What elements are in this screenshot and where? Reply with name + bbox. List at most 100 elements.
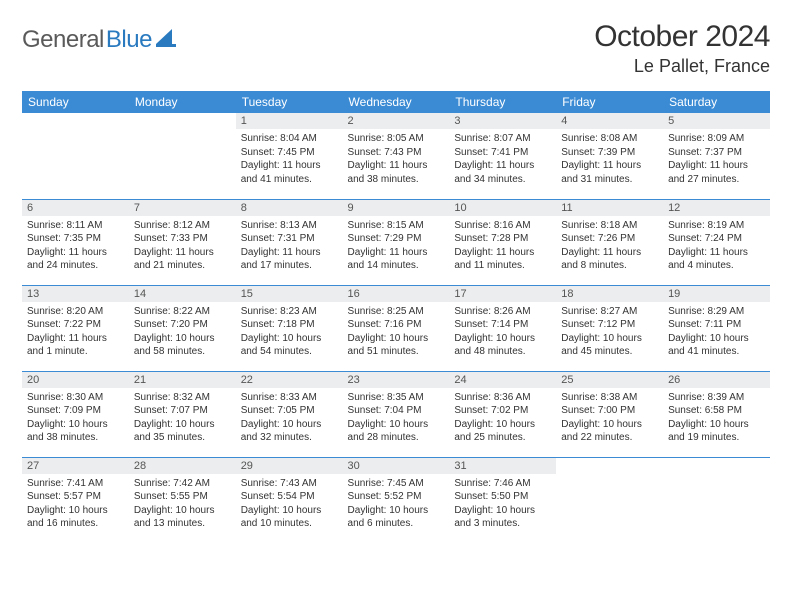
daylight-text: Daylight: 10 hours and 41 minutes. — [668, 332, 765, 359]
sunset-text: Sunset: 7:43 PM — [348, 146, 445, 160]
sunrise-text: Sunrise: 8:20 AM — [27, 305, 124, 319]
day-number: 19 — [663, 286, 770, 302]
day-number: 17 — [449, 286, 556, 302]
calendar-cell: 23Sunrise: 8:35 AMSunset: 7:04 PMDayligh… — [343, 371, 450, 457]
day-body: Sunrise: 8:32 AMSunset: 7:07 PMDaylight:… — [129, 388, 236, 449]
col-monday: Monday — [129, 91, 236, 113]
calendar-table: Sunday Monday Tuesday Wednesday Thursday… — [22, 91, 770, 543]
sunset-text: Sunset: 5:54 PM — [241, 490, 338, 504]
day-body: Sunrise: 8:07 AMSunset: 7:41 PMDaylight:… — [449, 129, 556, 190]
calendar-cell: 15Sunrise: 8:23 AMSunset: 7:18 PMDayligh… — [236, 285, 343, 371]
daylight-text: Daylight: 10 hours and 51 minutes. — [348, 332, 445, 359]
daylight-text: Daylight: 10 hours and 10 minutes. — [241, 504, 338, 531]
daylight-text: Daylight: 11 hours and 24 minutes. — [27, 246, 124, 273]
col-friday: Friday — [556, 91, 663, 113]
sunrise-text: Sunrise: 7:42 AM — [134, 477, 231, 491]
sunset-text: Sunset: 7:35 PM — [27, 232, 124, 246]
location: Le Pallet, France — [594, 56, 770, 77]
day-number: 3 — [449, 113, 556, 129]
daylight-text: Daylight: 10 hours and 16 minutes. — [27, 504, 124, 531]
sunset-text: Sunset: 7:24 PM — [668, 232, 765, 246]
day-number: 2 — [343, 113, 450, 129]
day-body: Sunrise: 8:20 AMSunset: 7:22 PMDaylight:… — [22, 302, 129, 363]
day-body: Sunrise: 8:35 AMSunset: 7:04 PMDaylight:… — [343, 388, 450, 449]
sunset-text: Sunset: 7:29 PM — [348, 232, 445, 246]
sunset-text: Sunset: 7:02 PM — [454, 404, 551, 418]
day-number: 21 — [129, 372, 236, 388]
sunset-text: Sunset: 7:28 PM — [454, 232, 551, 246]
daylight-text: Daylight: 10 hours and 13 minutes. — [134, 504, 231, 531]
calendar-row: 27Sunrise: 7:41 AMSunset: 5:57 PMDayligh… — [22, 457, 770, 543]
sunrise-text: Sunrise: 8:08 AM — [561, 132, 658, 146]
calendar-row: 1Sunrise: 8:04 AMSunset: 7:45 PMDaylight… — [22, 113, 770, 199]
day-body: Sunrise: 8:11 AMSunset: 7:35 PMDaylight:… — [22, 216, 129, 277]
sunset-text: Sunset: 7:05 PM — [241, 404, 338, 418]
sunrise-text: Sunrise: 8:35 AM — [348, 391, 445, 405]
day-body: Sunrise: 8:16 AMSunset: 7:28 PMDaylight:… — [449, 216, 556, 277]
day-number: 24 — [449, 372, 556, 388]
calendar-cell: 18Sunrise: 8:27 AMSunset: 7:12 PMDayligh… — [556, 285, 663, 371]
sunset-text: Sunset: 7:39 PM — [561, 146, 658, 160]
daylight-text: Daylight: 10 hours and 19 minutes. — [668, 418, 765, 445]
day-number: 16 — [343, 286, 450, 302]
day-number: 20 — [22, 372, 129, 388]
calendar-cell: 29Sunrise: 7:43 AMSunset: 5:54 PMDayligh… — [236, 457, 343, 543]
day-body: Sunrise: 8:15 AMSunset: 7:29 PMDaylight:… — [343, 216, 450, 277]
month-title: October 2024 — [594, 20, 770, 54]
sunset-text: Sunset: 7:11 PM — [668, 318, 765, 332]
sunrise-text: Sunrise: 8:04 AM — [241, 132, 338, 146]
calendar-cell: 9Sunrise: 8:15 AMSunset: 7:29 PMDaylight… — [343, 199, 450, 285]
calendar-cell: 3Sunrise: 8:07 AMSunset: 7:41 PMDaylight… — [449, 113, 556, 199]
sunrise-text: Sunrise: 7:46 AM — [454, 477, 551, 491]
day-body: Sunrise: 8:09 AMSunset: 7:37 PMDaylight:… — [663, 129, 770, 190]
calendar-cell: 8Sunrise: 8:13 AMSunset: 7:31 PMDaylight… — [236, 199, 343, 285]
calendar-cell: 13Sunrise: 8:20 AMSunset: 7:22 PMDayligh… — [22, 285, 129, 371]
day-body: Sunrise: 8:38 AMSunset: 7:00 PMDaylight:… — [556, 388, 663, 449]
sunrise-text: Sunrise: 7:43 AM — [241, 477, 338, 491]
col-thursday: Thursday — [449, 91, 556, 113]
day-body: Sunrise: 8:25 AMSunset: 7:16 PMDaylight:… — [343, 302, 450, 363]
day-body: Sunrise: 8:30 AMSunset: 7:09 PMDaylight:… — [22, 388, 129, 449]
sunset-text: Sunset: 5:55 PM — [134, 490, 231, 504]
daylight-text: Daylight: 11 hours and 34 minutes. — [454, 159, 551, 186]
sunset-text: Sunset: 5:57 PM — [27, 490, 124, 504]
sunrise-text: Sunrise: 8:39 AM — [668, 391, 765, 405]
daylight-text: Daylight: 10 hours and 22 minutes. — [561, 418, 658, 445]
calendar-cell: 25Sunrise: 8:38 AMSunset: 7:00 PMDayligh… — [556, 371, 663, 457]
daylight-text: Daylight: 11 hours and 21 minutes. — [134, 246, 231, 273]
day-body: Sunrise: 8:26 AMSunset: 7:14 PMDaylight:… — [449, 302, 556, 363]
sunset-text: Sunset: 7:00 PM — [561, 404, 658, 418]
calendar-cell: 4Sunrise: 8:08 AMSunset: 7:39 PMDaylight… — [556, 113, 663, 199]
calendar-cell: 20Sunrise: 8:30 AMSunset: 7:09 PMDayligh… — [22, 371, 129, 457]
sunset-text: Sunset: 7:12 PM — [561, 318, 658, 332]
sunset-text: Sunset: 5:52 PM — [348, 490, 445, 504]
sunset-text: Sunset: 7:09 PM — [27, 404, 124, 418]
calendar-cell: 17Sunrise: 8:26 AMSunset: 7:14 PMDayligh… — [449, 285, 556, 371]
sunrise-text: Sunrise: 8:32 AM — [134, 391, 231, 405]
day-number: 4 — [556, 113, 663, 129]
calendar-row: 20Sunrise: 8:30 AMSunset: 7:09 PMDayligh… — [22, 371, 770, 457]
daylight-text: Daylight: 11 hours and 17 minutes. — [241, 246, 338, 273]
daylight-text: Daylight: 11 hours and 1 minute. — [27, 332, 124, 359]
day-body: Sunrise: 7:41 AMSunset: 5:57 PMDaylight:… — [22, 474, 129, 535]
day-number: 18 — [556, 286, 663, 302]
calendar-cell: 14Sunrise: 8:22 AMSunset: 7:20 PMDayligh… — [129, 285, 236, 371]
daylight-text: Daylight: 10 hours and 3 minutes. — [454, 504, 551, 531]
day-body: Sunrise: 7:46 AMSunset: 5:50 PMDaylight:… — [449, 474, 556, 535]
day-number: 12 — [663, 200, 770, 216]
day-body: Sunrise: 8:12 AMSunset: 7:33 PMDaylight:… — [129, 216, 236, 277]
daylight-text: Daylight: 11 hours and 38 minutes. — [348, 159, 445, 186]
day-body: Sunrise: 8:18 AMSunset: 7:26 PMDaylight:… — [556, 216, 663, 277]
calendar-cell: 24Sunrise: 8:36 AMSunset: 7:02 PMDayligh… — [449, 371, 556, 457]
day-number: 13 — [22, 286, 129, 302]
calendar-row: 13Sunrise: 8:20 AMSunset: 7:22 PMDayligh… — [22, 285, 770, 371]
daylight-text: Daylight: 11 hours and 8 minutes. — [561, 246, 658, 273]
daylight-text: Daylight: 11 hours and 11 minutes. — [454, 246, 551, 273]
daylight-text: Daylight: 10 hours and 58 minutes. — [134, 332, 231, 359]
col-tuesday: Tuesday — [236, 91, 343, 113]
calendar-cell: 6Sunrise: 8:11 AMSunset: 7:35 PMDaylight… — [22, 199, 129, 285]
calendar-cell: 10Sunrise: 8:16 AMSunset: 7:28 PMDayligh… — [449, 199, 556, 285]
day-body: Sunrise: 8:22 AMSunset: 7:20 PMDaylight:… — [129, 302, 236, 363]
logo: GeneralBlue — [22, 20, 178, 54]
calendar-row: 6Sunrise: 8:11 AMSunset: 7:35 PMDaylight… — [22, 199, 770, 285]
